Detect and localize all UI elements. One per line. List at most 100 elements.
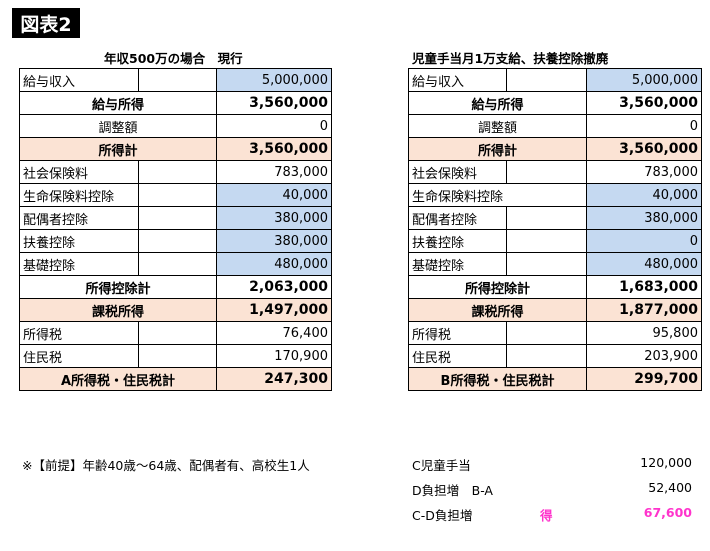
figure-badge: 図表2 <box>12 8 80 38</box>
table-row: 社会保険料 783,000 <box>19 160 332 184</box>
row-value: 170,900 <box>216 344 332 368</box>
summary-value: 120,000 <box>640 455 692 470</box>
table-row: 扶養控除 0 <box>408 229 702 253</box>
table-row: 住民税 170,900 <box>19 344 332 368</box>
table-row: 所得計 3,560,000 <box>408 137 702 161</box>
row-value: 380,000 <box>216 229 332 253</box>
row-value: 783,000 <box>586 160 702 184</box>
row-value: 380,000 <box>216 206 332 230</box>
table-row: 所得税 95,800 <box>408 321 702 345</box>
row-label: 扶養控除 <box>408 229 507 253</box>
table-row: A所得税・住民税計 247,300 <box>19 367 332 391</box>
row-label: 配偶者控除 <box>19 206 139 230</box>
table-row: 課税所得 1,877,000 <box>408 298 702 322</box>
row-label: 基礎控除 <box>408 252 507 276</box>
left-table-caption: 年収500万の場合 現行 <box>104 51 243 66</box>
row-value: 3,560,000 <box>586 137 702 161</box>
table-row: 所得計 3,560,000 <box>19 137 332 161</box>
row-label: 生命保険料控除 <box>408 183 587 207</box>
table-row: B所得税・住民税計 299,700 <box>408 367 702 391</box>
summary-label: D負担増 B-A <box>412 483 493 498</box>
row-label: 給与収入 <box>19 68 139 92</box>
row-value: 40,000 <box>216 183 332 207</box>
table-row: 課税所得 1,497,000 <box>19 298 332 322</box>
summary-row-burden-increase: D負担増 B-A 52,400 <box>412 480 692 500</box>
row-value: 299,700 <box>586 367 702 391</box>
row-value: 0 <box>586 229 702 253</box>
row-label: 住民税 <box>19 344 139 368</box>
row-label: 給与所得 <box>408 91 587 115</box>
summary-label: C児童手当 <box>412 458 471 473</box>
left-tax-table: 給与収入 5,000,000 給与所得 3,560,000 調整額 0 所得計 … <box>19 68 332 391</box>
row-value: 3,560,000 <box>586 91 702 115</box>
assumption-note: ※【前提】年齢40歳～64歳、配偶者有、高校生1人 <box>22 458 310 473</box>
row-value: 247,300 <box>216 367 332 391</box>
row-value: 1,877,000 <box>586 298 702 322</box>
table-row: 住民税 203,900 <box>408 344 702 368</box>
row-value: 3,560,000 <box>216 91 332 115</box>
summary-value: 52,400 <box>648 480 692 495</box>
table-row: 調整額 0 <box>19 114 332 138</box>
table-row: 給与所得 3,560,000 <box>19 91 332 115</box>
row-label: A所得税・住民税計 <box>19 367 217 391</box>
table-row: 所得税 76,400 <box>19 321 332 345</box>
row-value: 2,063,000 <box>216 275 332 299</box>
row-value: 5,000,000 <box>216 68 332 92</box>
table-row: 生命保険料控除 40,000 <box>408 183 702 207</box>
row-value: 3,560,000 <box>216 137 332 161</box>
row-label: 基礎控除 <box>19 252 139 276</box>
row-label: 配偶者控除 <box>408 206 507 230</box>
table-row: 配偶者控除 380,000 <box>408 206 702 230</box>
row-value: 1,497,000 <box>216 298 332 322</box>
row-value: 0 <box>586 114 702 138</box>
table-row: 給与所得 3,560,000 <box>408 91 702 115</box>
row-label: B所得税・住民税計 <box>408 367 587 391</box>
row-value: 203,900 <box>586 344 702 368</box>
row-label: 給与所得 <box>19 91 217 115</box>
row-value: 5,000,000 <box>586 68 702 92</box>
right-tax-table: 給与収入 5,000,000 給与所得 3,560,000 調整額 0 所得計 … <box>408 68 702 391</box>
row-value: 1,683,000 <box>586 275 702 299</box>
row-label: 調整額 <box>19 114 217 138</box>
row-value: 480,000 <box>586 252 702 276</box>
row-value: 40,000 <box>586 183 702 207</box>
row-value: 783,000 <box>216 160 332 184</box>
row-label: 所得控除計 <box>19 275 217 299</box>
row-label: 所得計 <box>19 137 217 161</box>
row-label: 課税所得 <box>408 298 587 322</box>
table-row: 生命保険料控除 40,000 <box>19 183 332 207</box>
table-row: 所得控除計 2,063,000 <box>19 275 332 299</box>
table-row: 給与収入 5,000,000 <box>19 68 332 92</box>
row-label: 所得税 <box>19 321 139 345</box>
row-label: 社会保険料 <box>408 160 507 184</box>
row-value: 480,000 <box>216 252 332 276</box>
row-label: 所得計 <box>408 137 587 161</box>
row-label: 生命保険料控除 <box>19 183 139 207</box>
summary-row-net: C-D負担増 得 67,600 <box>412 505 692 525</box>
table-row: 基礎控除 480,000 <box>19 252 332 276</box>
row-value: 0 <box>216 114 332 138</box>
right-table-caption: 児童手当月1万支給、扶養控除撤廃 <box>412 51 609 66</box>
row-label: 所得控除計 <box>408 275 587 299</box>
gain-mark: 得 <box>540 508 553 523</box>
table-row: 給与収入 5,000,000 <box>408 68 702 92</box>
row-value: 95,800 <box>586 321 702 345</box>
table-row: 所得控除計 1,683,000 <box>408 275 702 299</box>
table-row: 社会保険料 783,000 <box>408 160 702 184</box>
row-value: 380,000 <box>586 206 702 230</box>
table-row: 基礎控除 480,000 <box>408 252 702 276</box>
summary-value: 67,600 <box>643 505 692 520</box>
summary-label: C-D負担増 <box>412 508 473 523</box>
row-label: 調整額 <box>408 114 587 138</box>
summary-row-child-allowance: C児童手当 120,000 <box>412 455 692 475</box>
table-row: 扶養控除 380,000 <box>19 229 332 253</box>
row-label: 社会保険料 <box>19 160 139 184</box>
row-label: 住民税 <box>408 344 507 368</box>
row-label: 扶養控除 <box>19 229 139 253</box>
table-row: 調整額 0 <box>408 114 702 138</box>
row-label: 所得税 <box>408 321 507 345</box>
table-row: 配偶者控除 380,000 <box>19 206 332 230</box>
row-label: 給与収入 <box>408 68 507 92</box>
row-value: 76,400 <box>216 321 332 345</box>
row-label: 課税所得 <box>19 298 217 322</box>
